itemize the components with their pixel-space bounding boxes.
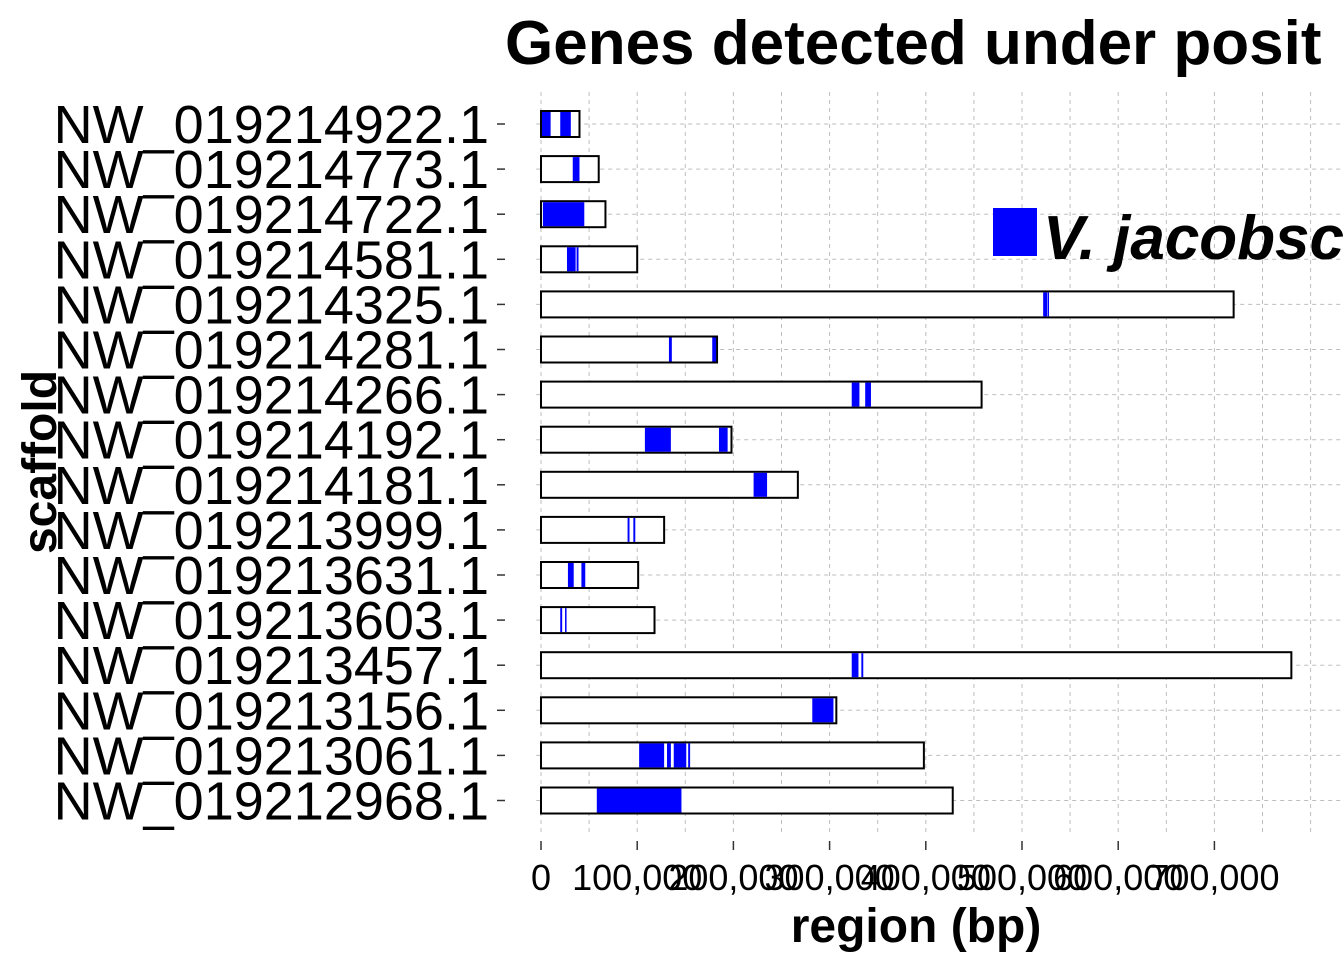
legend: V. jacobsc [993,204,1344,273]
gene-segment [851,653,859,678]
scaffold-bar [540,515,666,544]
y-tick-label: NW_019214773.1 [54,140,489,200]
x-tick-label: 300,000 [765,857,895,898]
gene-segment [542,202,585,227]
y-tick-label: NW_019213061.1 [54,726,489,786]
y-tick-label: NW_019214192.1 [54,411,489,471]
gene-segment [1047,292,1049,317]
scaffold-bar [540,380,983,409]
legend-label: V. jacobsc [1043,204,1344,273]
chart-title: Genes detected under posit [505,9,1322,78]
x-tick-label: 0 [531,857,551,898]
y-tick-label: NW_019214266.1 [54,366,489,426]
gene-segment [566,247,576,272]
gene-segment [753,472,768,497]
y-tick-label: NW_019213631.1 [54,546,489,606]
scaffold-bar [540,606,656,635]
gene-segment [633,517,636,542]
y-axis: NW_019214922.1NW_019214773.1NW_019214722… [54,95,505,832]
y-axis-label: scaffold [14,370,67,554]
gene-segment [812,698,834,723]
gene-segment [560,608,563,633]
gene-segment [1043,292,1048,317]
scaffold-bar [540,245,639,274]
gene-segment [627,517,630,542]
x-tick-label: 100,000 [572,857,702,898]
gene-segment [639,743,665,768]
gene-segment [596,788,682,813]
scaffold-bar [540,425,733,454]
y-tick-label: NW_019214281.1 [54,321,489,381]
gene-segment [644,427,671,452]
gene-segment [576,247,579,272]
x-tick-label: 500,000 [957,857,1087,898]
y-tick-label: NW_019214722.1 [54,185,489,245]
x-tick-label: 400,000 [861,857,991,898]
gene-segment [560,112,571,136]
scaffold-bar [540,290,1235,319]
scaffold-bar [540,335,719,364]
scaffold-bar [540,561,640,589]
gene-segment [541,112,551,136]
y-tick-label: NW_019214325.1 [54,275,489,335]
gene-segment [581,563,586,587]
scaffold-bar [540,696,838,725]
y-tick-label: NW_019213603.1 [54,591,489,651]
gene-segment [565,608,567,633]
gene-segment [688,743,691,768]
x-axis-label: region (bp) [791,900,1042,953]
gene-segment [572,157,580,182]
scaffold-bar [540,155,600,184]
gene-segment [668,337,672,362]
scaffold-bar [540,651,1293,680]
gene-segment [673,743,687,768]
gene-segment [718,427,728,452]
y-tick-label: NW_019213156.1 [54,681,489,741]
x-tick-label: 200,000 [668,857,798,898]
y-tick-label: NW_019213457.1 [54,636,489,696]
legend-swatch [993,208,1037,256]
gene-segment [851,382,860,407]
gene-segment [865,382,871,407]
y-tick-label: NW_019214922.1 [54,95,489,155]
y-tick-label: NW_019213999.1 [54,501,489,561]
x-tick-label: 700,000 [1149,857,1279,898]
gene-segment [567,563,574,587]
y-tick-label: NW_019214581.1 [54,230,489,290]
x-axis: 0 100,000200,000300,000400,000500,000600,… [531,841,1279,898]
gene-segment [861,653,864,678]
grid-lines [536,92,1344,834]
x-tick-label: 600,000 [1053,857,1183,898]
gene-segment [667,743,671,768]
scaffold-bar [540,741,925,770]
plot-area [540,110,1293,815]
y-tick-label: NW_019212968.1 [54,772,489,832]
gene-segment [712,337,717,362]
y-tick-label: NW_019214181.1 [54,456,489,516]
